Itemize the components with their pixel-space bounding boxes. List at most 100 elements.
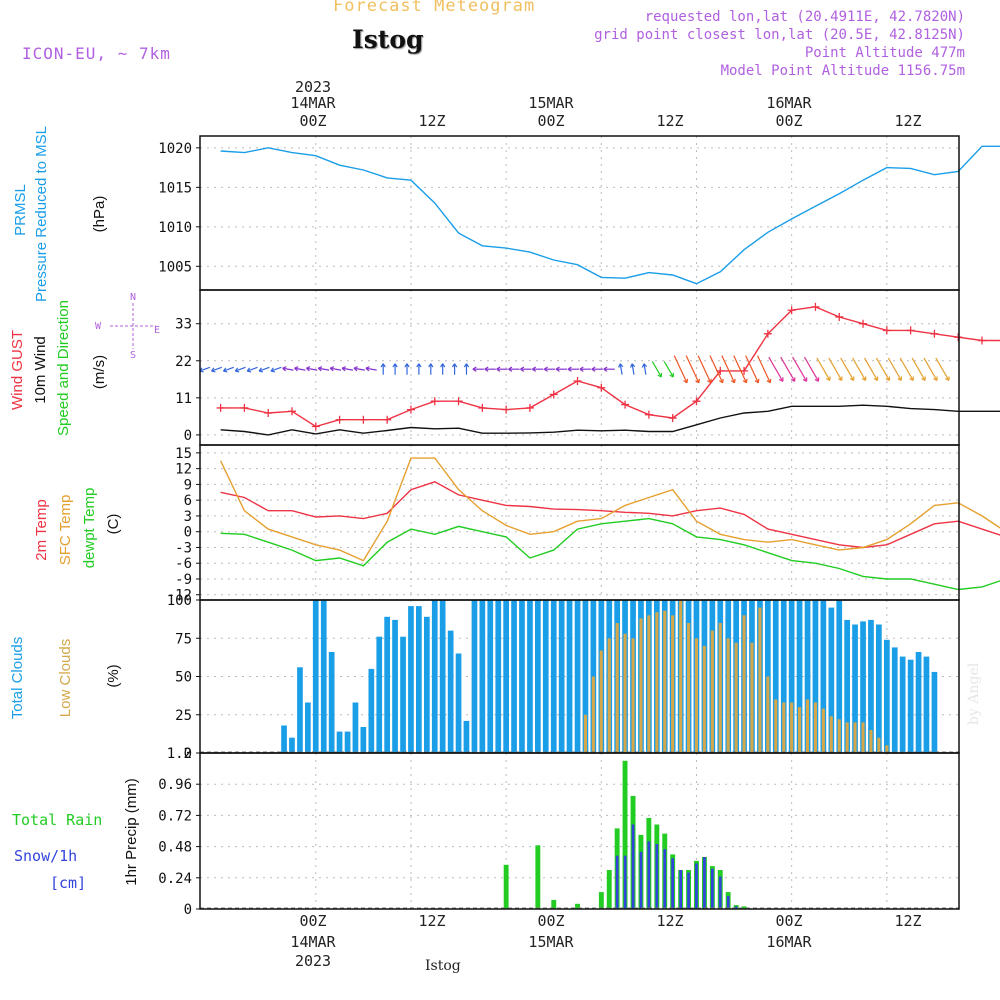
date-label-top: 16MAR <box>766 94 812 112</box>
wind-arrow-head <box>826 376 831 381</box>
bar-total-clouds <box>868 619 874 753</box>
bar-total-rain <box>503 864 509 909</box>
model-label: ICON-EU, ~ 7km <box>22 44 171 63</box>
wind-arrow <box>768 356 784 382</box>
bar-total-clouds <box>558 600 565 753</box>
y-tick-label: 12 <box>175 462 192 478</box>
wind-arrow-head <box>790 377 796 382</box>
bar-total-clouds <box>447 630 454 753</box>
wind-arrow-head <box>778 377 784 382</box>
wind-arrow-head <box>579 366 584 372</box>
bar-total-clouds <box>281 725 287 753</box>
bar-total-clouds <box>891 647 898 753</box>
time-tick-bottom: 00Z <box>537 912 564 930</box>
bar-total-clouds <box>495 600 502 753</box>
wind-arrow-head <box>246 367 252 373</box>
panel-frame <box>199 752 960 910</box>
bar-total-clouds <box>320 600 327 753</box>
bar-low-clouds <box>615 623 619 753</box>
date-label-top: 14MAR <box>290 94 336 112</box>
wind-arrow-head <box>543 366 548 372</box>
wind-arrow-head <box>695 378 700 384</box>
bar-total-clouds <box>455 653 462 753</box>
bar-low-clouds <box>813 702 817 753</box>
wind-arrow <box>270 366 282 372</box>
y-tick-label: 0.72 <box>158 808 192 824</box>
bar-total-clouds <box>828 607 835 753</box>
compass-s: S <box>130 350 136 361</box>
wind-arrow <box>211 366 223 372</box>
y-tick-label: 0 <box>184 428 192 444</box>
time-tick-top: 12Z <box>894 112 921 130</box>
date-label-bottom: 16MAR <box>766 933 812 951</box>
y-tick-label: 0.96 <box>158 777 192 793</box>
year-label-top: 2023 <box>295 78 331 96</box>
gust-marker <box>406 405 415 414</box>
wind-arrow <box>780 356 796 382</box>
bar-low-clouds <box>798 707 802 753</box>
bar-low-clouds <box>726 638 730 754</box>
bar-total-clouds <box>852 624 858 753</box>
wind-arrow-head <box>742 378 748 384</box>
bar-total-rain <box>622 760 628 909</box>
wind-arrow-head <box>416 363 422 368</box>
bar-snow-1h <box>734 906 738 909</box>
wind-arrow-head <box>440 363 446 368</box>
bar-low-clouds <box>702 645 706 753</box>
gust-marker <box>859 319 868 328</box>
wind-arrow-head <box>591 366 596 372</box>
wind-arrow-head <box>317 366 323 372</box>
bar-total-clouds <box>289 737 295 753</box>
bar-total-clouds <box>479 600 486 753</box>
wind-arrow <box>816 357 831 381</box>
bar-total-clouds <box>487 600 494 753</box>
date-label-bottom: 14MAR <box>290 933 336 951</box>
bar-total-rain <box>741 906 747 909</box>
wind-arrow <box>223 366 234 372</box>
bar-low-clouds <box>623 633 627 753</box>
label-percent: (%) <box>105 664 122 687</box>
bar-low-clouds <box>671 615 675 753</box>
series-line-2m-temp <box>220 481 1000 549</box>
y-tick-label: -3 <box>175 540 192 556</box>
bar-total-clouds <box>408 606 414 753</box>
time-tick-top: 12Z <box>656 112 683 130</box>
time-axis-top: 2023 14MAR 15MAR 16MAR 00Z 12Z 00Z 12Z 0… <box>290 78 921 130</box>
panel-frames <box>199 135 960 910</box>
gust-marker <box>597 383 606 392</box>
wind-arrow-head <box>766 378 772 384</box>
label-low-clouds: Low Clouds <box>57 639 74 717</box>
wind-arrow-head <box>329 366 335 372</box>
bar-total-clouds <box>392 619 398 753</box>
wind-arrow-head <box>353 366 358 372</box>
bar-total-clouds <box>812 600 819 753</box>
wind-arrow <box>733 355 747 384</box>
y-tick-label: 0 <box>184 525 192 541</box>
wind-arrow-head <box>802 377 808 382</box>
series-line-dewpt-temp <box>220 517 1000 591</box>
bar-total-clouds <box>511 600 517 753</box>
bar-low-clouds <box>782 702 786 753</box>
y-tick-label: 1.2 <box>167 746 192 762</box>
gust-marker <box>835 312 844 321</box>
gust-marker <box>787 306 796 315</box>
series-line-sfc-temp <box>219 457 1000 562</box>
label-speed-direction: Speed and Direction <box>55 300 72 436</box>
wind-arrow <box>651 361 662 378</box>
label-snow: Snow/1h <box>14 847 77 865</box>
wind-arrow <box>840 357 855 381</box>
label-pressure: Pressure Reduced to MSL <box>33 126 50 302</box>
y-tick-label: 1020 <box>158 141 192 157</box>
wind-arrow-head <box>532 366 537 372</box>
wind-arrow-head <box>933 376 938 381</box>
wind-arrow-head <box>909 376 914 381</box>
bar-total-clouds <box>431 600 438 753</box>
year-label-bottom: 2023 <box>295 952 331 970</box>
label-cm: [cm] <box>50 874 86 892</box>
wind-arrow-head <box>730 378 736 384</box>
bar-total-clouds <box>582 600 589 753</box>
wind-arrow-head <box>618 363 624 368</box>
label-precip: 1hr Precip (mm) <box>123 778 140 886</box>
wind-arrow <box>330 367 342 371</box>
bar-snow-1h <box>655 844 659 909</box>
